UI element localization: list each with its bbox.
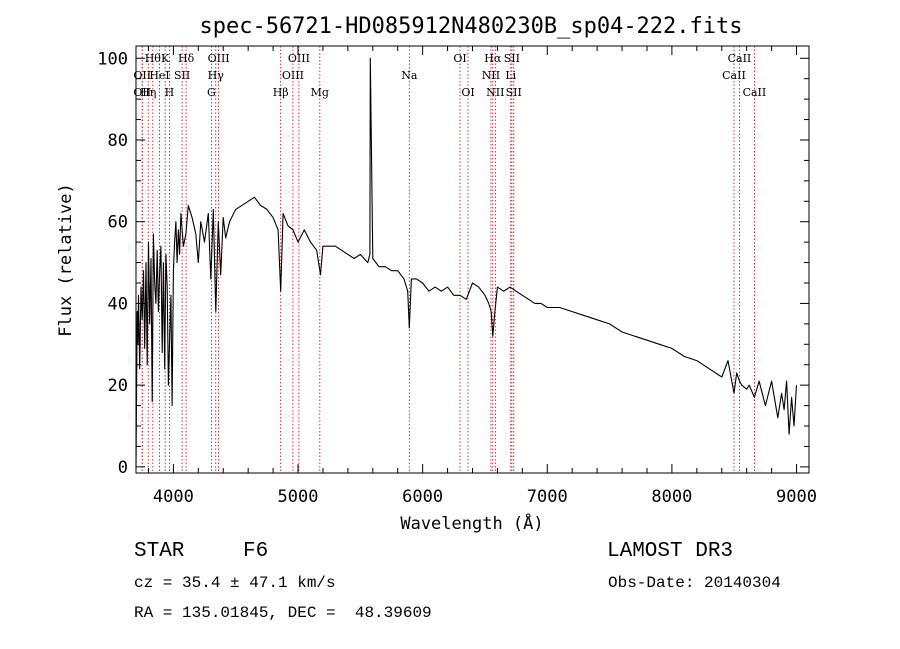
line-label-5: K [161, 52, 170, 65]
radial-velocity: cz = 35.4 ± 47.1 km/s [134, 574, 336, 592]
emission-line-markers [141, 46, 755, 473]
line-label-3: Hθ [145, 52, 162, 65]
y-tick-label: 0 [118, 458, 128, 478]
line-label-27: CaII [743, 86, 767, 99]
chart-title: spec-56721-HD085912N480230B_sp04-222.fit… [199, 14, 742, 39]
emission-line-labels: OIIOIIHηHθHeIKHSIIHδGHγOIIIHβOIIIOIIIMgN… [133, 52, 766, 99]
line-label-15: Mg [311, 86, 329, 99]
line-label-16: Na [401, 69, 418, 82]
x-tick-label: 9000 [776, 487, 817, 507]
y-axis: 0 20 40 60 80 100 [97, 49, 809, 478]
line-label-14: OIII [288, 52, 310, 65]
x-tick-label: 4000 [153, 487, 194, 507]
line-label-1: OII [133, 86, 151, 99]
line-label-23: SII [504, 52, 520, 65]
x-axis: 4000 5000 6000 7000 8000 9000 [147, 46, 817, 507]
x-tick-label: 7000 [527, 487, 568, 507]
line-label-21: NII [486, 86, 504, 99]
spectrum-trace [135, 57, 798, 467]
y-tick-label: 80 [108, 131, 128, 151]
line-label-19: NII [482, 69, 500, 82]
line-label-22: Li [505, 69, 516, 82]
line-label-7: SII [174, 69, 190, 82]
y-tick-label: 100 [97, 49, 128, 69]
line-label-18: OI [461, 86, 474, 99]
x-tick-label: 6000 [402, 487, 443, 507]
spectral-subclass: F6 [243, 540, 269, 563]
line-label-26: CaII [728, 52, 752, 65]
y-axis-label: Flux (relative) [56, 183, 76, 337]
y-tick-label: 40 [108, 294, 128, 314]
coordinates: RA = 135.01845, DEC = 48.39609 [134, 604, 432, 622]
line-label-11: OIII [208, 52, 230, 65]
x-axis-label: Wavelength (Å) [400, 512, 543, 534]
line-label-9: G [207, 86, 216, 99]
line-label-20: Hα [484, 52, 502, 65]
line-label-2: Hη [140, 86, 156, 99]
observation-date: Obs-Date: 20140304 [608, 574, 781, 592]
line-label-10: Hγ [208, 69, 225, 82]
x-tick-label: 5000 [278, 487, 319, 507]
line-label-24: SII [506, 86, 522, 99]
line-label-4: HeI [149, 69, 169, 82]
line-label-8: Hδ [178, 52, 195, 65]
flux-series [135, 57, 798, 467]
object-class: STAR [134, 540, 185, 563]
line-label-17: OI [453, 52, 466, 65]
plot-frame [135, 45, 810, 474]
line-label-25: CaII [722, 69, 746, 82]
y-tick-label: 20 [108, 376, 128, 396]
line-label-13: OIII [282, 69, 304, 82]
y-tick-label: 60 [108, 213, 128, 233]
survey-name: LAMOST DR3 [607, 540, 734, 563]
x-tick-label: 8000 [651, 487, 692, 507]
line-label-12: Hβ [273, 86, 289, 99]
line-label-6: H [165, 86, 175, 99]
